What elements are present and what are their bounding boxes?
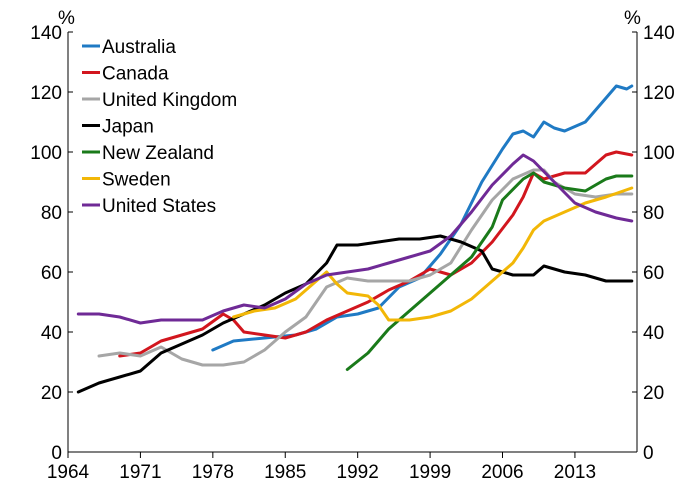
x-tick-label: 2006: [481, 462, 523, 483]
series-line-australia: [211, 84, 634, 352]
x-tick-label: 1999: [409, 462, 451, 483]
x-tick-label: 1964: [47, 462, 90, 483]
left-y-tick-label: 40: [41, 323, 62, 344]
legend-label-united-states: United States: [102, 196, 216, 217]
left-y-tick-label: 120: [30, 83, 62, 104]
x-tick-label: 2013: [554, 462, 596, 483]
legend-label-japan: Japan: [102, 117, 154, 138]
axes: 0 0 20 20 40 40 60 60 80 80 100 100 120 120 140 140 1964…: [30, 23, 674, 483]
series-line-sweden: [232, 186, 634, 322]
series-line-canada: [118, 150, 634, 358]
left-y-tick-label: 0: [51, 443, 62, 464]
left-y-tick-label: 100: [30, 143, 62, 164]
right-y-tick-label: 40: [643, 323, 664, 344]
series-line-united-states: [76, 153, 634, 325]
x-tick-label: 1985: [264, 462, 306, 483]
right-axis-unit: %: [624, 8, 641, 29]
left-axis-unit: %: [58, 8, 75, 29]
legend: Australia Canada United Kingdom Japan New Ze…: [82, 37, 237, 217]
left-y-tick-label: 20: [41, 383, 62, 404]
x-tick-label: 1971: [119, 462, 161, 483]
legend-label-new-zealand: New Zealand: [102, 143, 214, 164]
right-y-tick-label: 120: [643, 83, 675, 104]
left-y-tick-label: 80: [41, 203, 62, 224]
right-y-tick-label: 60: [643, 263, 664, 284]
series-line-new-zealand: [345, 171, 634, 371]
left-y-tick-label: 140: [30, 23, 62, 44]
x-tick-label: 1978: [192, 462, 234, 483]
right-y-tick-label: 80: [643, 203, 664, 224]
right-y-tick-label: 20: [643, 383, 664, 404]
right-y-tick-label: 100: [643, 143, 675, 164]
left-y-tick-label: 60: [41, 263, 62, 284]
x-tick-label: 1992: [337, 462, 379, 483]
legend-label-australia: Australia: [102, 37, 176, 58]
series-line-japan: [76, 234, 634, 394]
legend-label-canada: Canada: [102, 64, 169, 85]
legend-label-united-kingdom: United Kingdom: [102, 90, 237, 111]
series-layer: [76, 84, 634, 394]
right-y-tick-label: 0: [643, 443, 654, 464]
right-y-tick-label: 140: [643, 23, 675, 44]
legend-label-sweden: Sweden: [102, 170, 171, 191]
